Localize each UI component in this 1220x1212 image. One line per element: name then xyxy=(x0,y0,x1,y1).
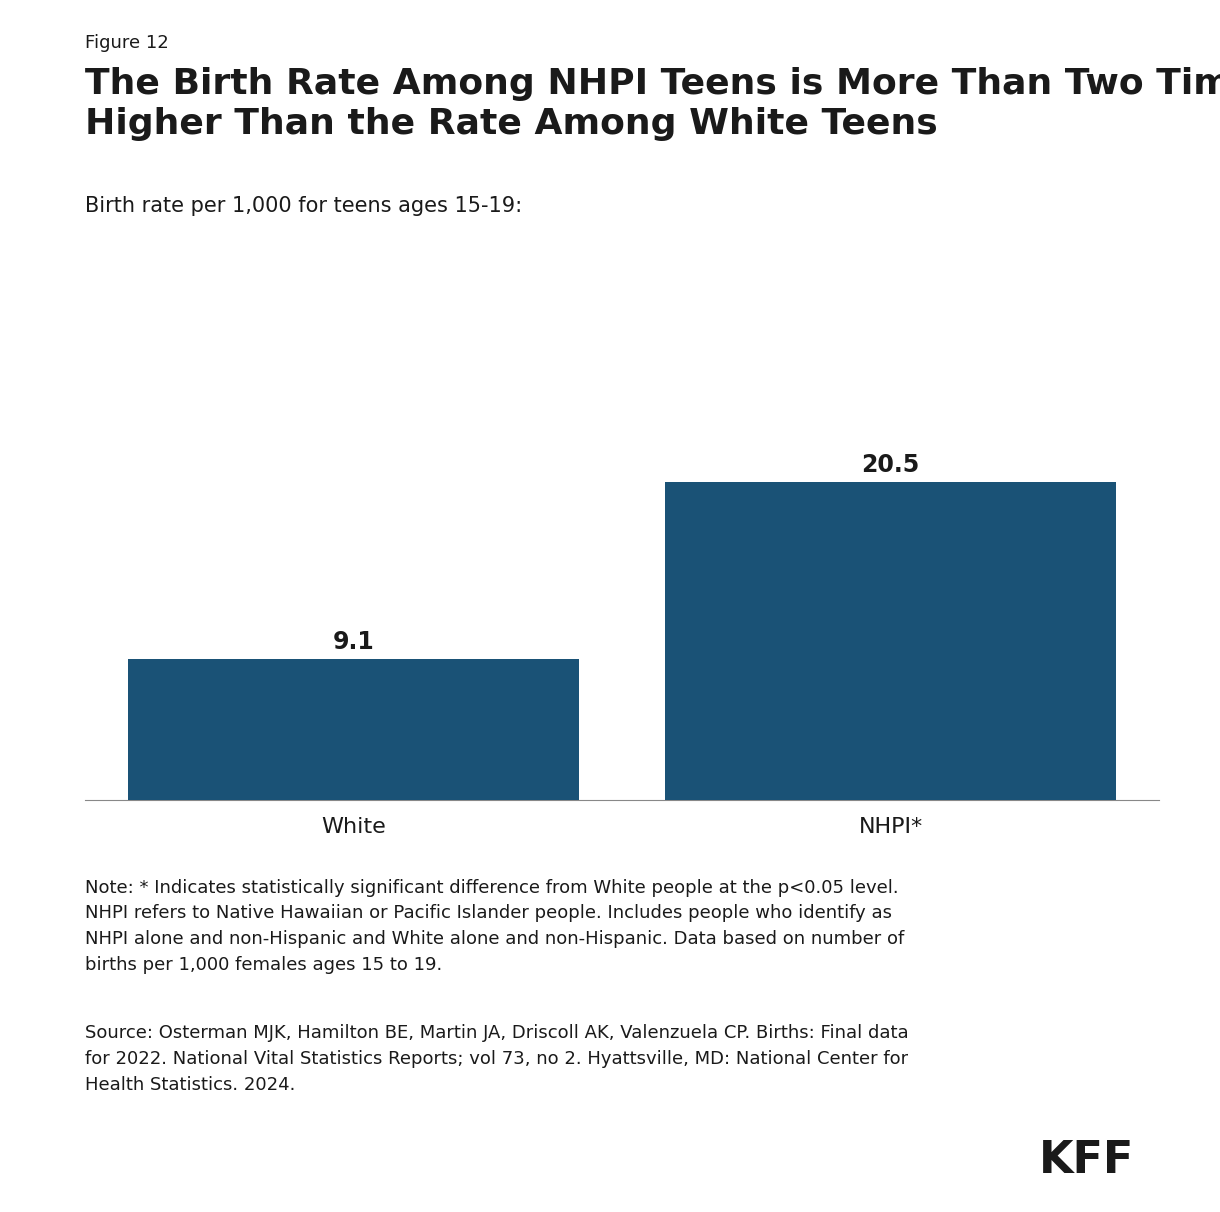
Text: Source: Osterman MJK, Hamilton BE, Martin JA, Driscoll AK, Valenzuela CP. Births: Source: Osterman MJK, Hamilton BE, Marti… xyxy=(85,1024,909,1093)
Bar xyxy=(665,482,1116,800)
Text: 9.1: 9.1 xyxy=(333,630,375,654)
Text: The Birth Rate Among NHPI Teens is More Than Two Times
Higher Than the Rate Amon: The Birth Rate Among NHPI Teens is More … xyxy=(85,67,1220,142)
Text: 20.5: 20.5 xyxy=(861,453,920,478)
Bar xyxy=(128,659,580,800)
Text: Figure 12: Figure 12 xyxy=(85,34,170,52)
Text: KFF: KFF xyxy=(1039,1139,1135,1182)
Text: Birth rate per 1,000 for teens ages 15-19:: Birth rate per 1,000 for teens ages 15-1… xyxy=(85,196,522,217)
Text: Note: * Indicates statistically significant difference from White people at the : Note: * Indicates statistically signific… xyxy=(85,879,905,973)
